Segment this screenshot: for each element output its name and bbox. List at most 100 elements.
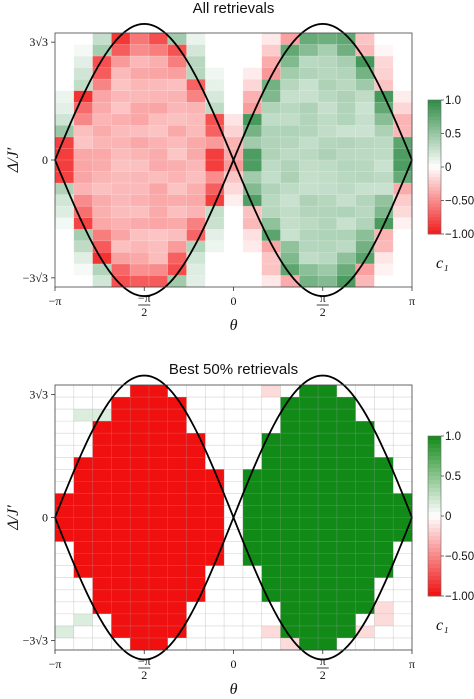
- heatmap-cell: [393, 409, 413, 422]
- heatmap-cell: [299, 385, 319, 398]
- heatmap-cell: [374, 252, 394, 265]
- heatmap-cell: [130, 637, 150, 651]
- heatmap-cell: [336, 275, 356, 288]
- heatmap-cell: [205, 625, 225, 639]
- heatmap-cell: [280, 445, 300, 458]
- heatmap-cell: [148, 601, 169, 615]
- heatmap-cell: [374, 637, 394, 651]
- heatmap-cell: [336, 33, 356, 45]
- heatmap-cell: [167, 67, 187, 80]
- heatmap-cell: [130, 217, 150, 230]
- heatmap-cell: [55, 517, 75, 530]
- heatmap-cell: [130, 421, 150, 434]
- heatmap-cell: [393, 577, 413, 591]
- heatmap-cell: [299, 493, 319, 506]
- heatmap-cell: [205, 457, 225, 470]
- heatmap-cell: [242, 206, 262, 219]
- heatmap-cell: [111, 409, 131, 422]
- heatmap-cell: [205, 125, 225, 138]
- heatmap-cell: [318, 229, 338, 242]
- heatmap-cell: [280, 577, 300, 591]
- heatmap-cell: [224, 589, 244, 603]
- heatmap-cell: [299, 217, 319, 230]
- x-tick-label: −π: [138, 654, 151, 668]
- heatmap-cell: [130, 56, 150, 68]
- heatmap-cell: [393, 469, 413, 482]
- heatmap-cell: [355, 601, 375, 615]
- heatmap-cell: [318, 613, 338, 627]
- heatmap-cell: [73, 625, 93, 639]
- heatmap-cell: [130, 136, 150, 149]
- heatmap-cell: [205, 263, 225, 276]
- heatmap-cell: [55, 433, 75, 446]
- heatmap-cell: [186, 148, 206, 161]
- colorbar-segment: [428, 512, 441, 517]
- heatmap-cell: [130, 183, 150, 195]
- heatmap-cell: [148, 171, 169, 184]
- colorbar-segment: [428, 150, 441, 154]
- chart-panel-2: Best 50% retrievals−π −π20 π2π3√30−3√3θΔ/J…: [5, 361, 474, 698]
- heatmap-cell: [261, 252, 281, 265]
- heatmap-cell: [130, 67, 150, 80]
- x-tick-label: π: [320, 291, 326, 305]
- heatmap-cell: [299, 148, 319, 161]
- heatmap-cell: [148, 275, 169, 288]
- heatmap-cell: [55, 529, 75, 542]
- colorbar-segment: [428, 170, 441, 175]
- heatmap-cell: [130, 481, 150, 494]
- colorbar-segment: [428, 444, 441, 449]
- heatmap-cell: [130, 102, 150, 115]
- heatmap-cells: [55, 385, 413, 651]
- colorbar-segment: [428, 592, 441, 597]
- heatmap-cell: [393, 33, 413, 45]
- heatmap-cell: [336, 457, 356, 470]
- colorbar-segment: [428, 584, 441, 589]
- heatmap-cell: [355, 505, 375, 518]
- colorbar-segment: [428, 217, 441, 221]
- heatmap-cell: [92, 206, 112, 219]
- heatmap-cell: [242, 493, 262, 506]
- heatmap-cell: [261, 493, 281, 506]
- heatmap-cell: [92, 589, 112, 603]
- heatmap-cell: [224, 102, 244, 115]
- heatmap-cell: [205, 44, 225, 57]
- heatmap-cell: [242, 263, 262, 276]
- heatmap-cell: [167, 481, 187, 494]
- heatmap-cell: [280, 183, 300, 195]
- heatmap-cell: [393, 625, 413, 639]
- heatmap-cell: [355, 529, 375, 542]
- heatmap-cell: [205, 67, 225, 80]
- heatmap-cell: [73, 275, 93, 288]
- heatmap-cell: [318, 275, 338, 288]
- heatmap-cell: [336, 160, 356, 172]
- heatmap-cell: [336, 113, 356, 126]
- heatmap-cell: [261, 79, 281, 92]
- colorbar-segment: [428, 544, 441, 549]
- heatmap-cell: [111, 565, 131, 579]
- heatmap-cell: [148, 217, 169, 230]
- colorbar-segment: [428, 210, 441, 215]
- heatmap-cell: [92, 469, 112, 482]
- heatmap-cell: [224, 183, 244, 195]
- heatmap-cell: [242, 469, 262, 482]
- heatmap-cell: [205, 102, 225, 115]
- heatmap-cell: [393, 229, 413, 242]
- heatmap-cell: [92, 240, 112, 253]
- heatmap-cell: [167, 529, 187, 542]
- heatmap-cell: [205, 409, 225, 422]
- heatmap-cell: [393, 160, 413, 172]
- x-axis-label: θ: [230, 317, 238, 334]
- heatmap-cell: [374, 541, 394, 554]
- heatmap-cell: [111, 171, 131, 184]
- heatmap-cell: [167, 56, 187, 68]
- heatmap-cell: [186, 33, 206, 45]
- heatmap-cell: [186, 577, 206, 591]
- heatmap-cell: [148, 113, 169, 126]
- colorbar-segment: [428, 456, 441, 461]
- heatmap-cell: [92, 171, 112, 184]
- colorbar-segment: [428, 540, 441, 545]
- heatmap-cell: [318, 493, 338, 506]
- heatmap-cell: [73, 601, 93, 615]
- heatmap-cell: [318, 171, 338, 184]
- y-tick-label: 0: [42, 153, 48, 167]
